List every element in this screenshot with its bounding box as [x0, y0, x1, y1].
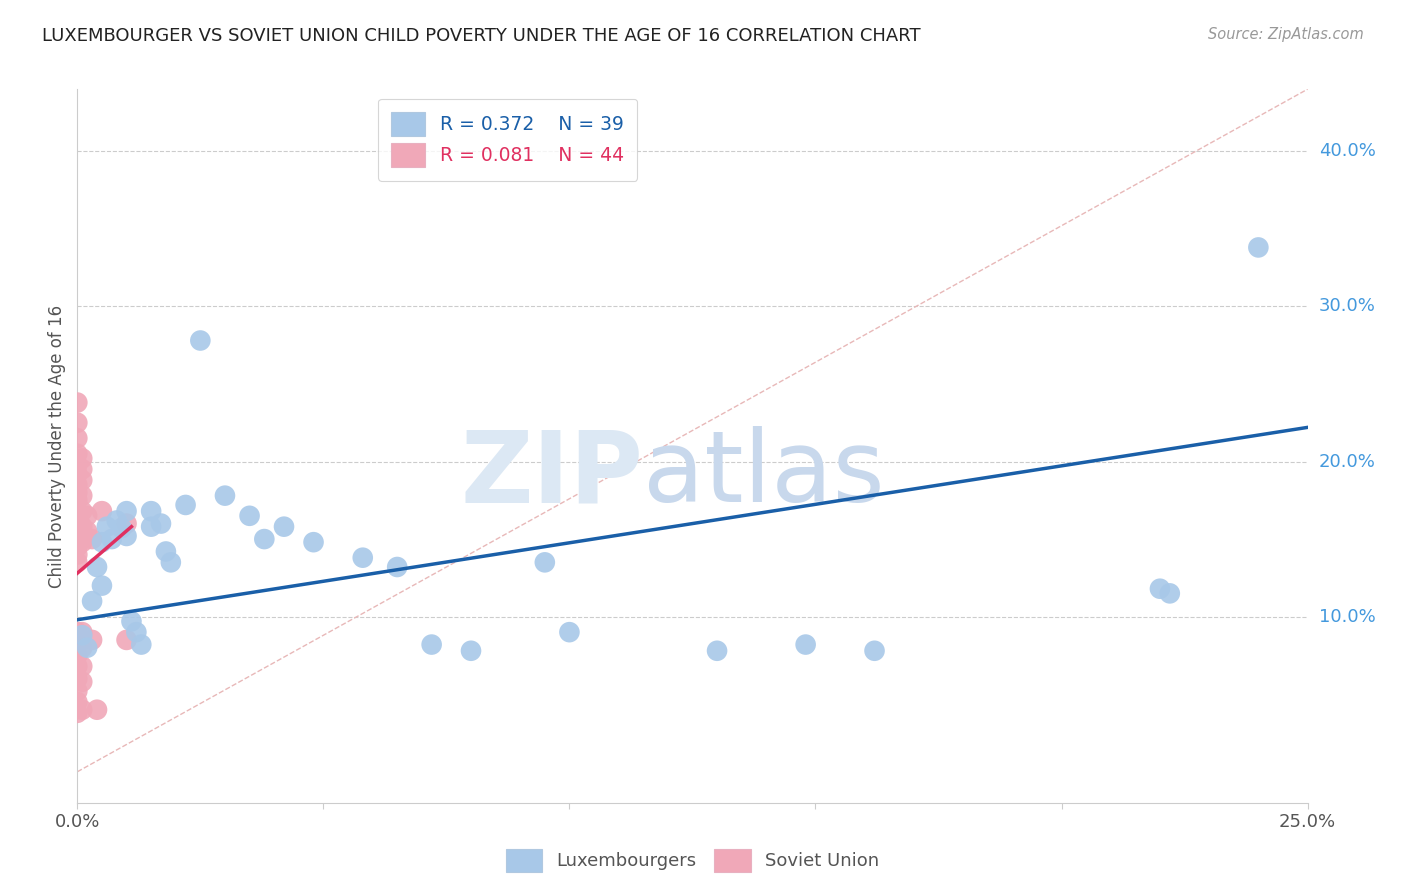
Point [160, 555, 183, 569]
Point [352, 550, 374, 565]
Point [1159, 586, 1181, 600]
Point [66, 672, 89, 686]
Point [66, 548, 89, 562]
Y-axis label: Child Poverty Under the Age of 16: Child Poverty Under the Age of 16 [48, 304, 66, 588]
Point [460, 644, 482, 658]
Point [70, 640, 93, 655]
Point [66, 504, 89, 518]
Point [90, 504, 114, 518]
Text: atlas: atlas [644, 426, 884, 523]
Point [70, 625, 93, 640]
Point [794, 638, 817, 652]
Point [66, 684, 89, 698]
Point [385, 560, 409, 574]
Text: ZIP: ZIP [460, 426, 644, 523]
Point [115, 504, 138, 518]
Point [66, 638, 89, 652]
Point [239, 508, 262, 523]
Point [302, 535, 325, 549]
Point [141, 504, 163, 518]
Point [70, 703, 93, 717]
Point [66, 540, 89, 554]
Point [66, 493, 89, 508]
Point [188, 334, 212, 348]
Point [706, 644, 728, 658]
Point [214, 489, 236, 503]
Point [1149, 582, 1171, 596]
Point [82, 632, 104, 647]
Point [105, 513, 128, 527]
Point [129, 638, 153, 652]
Point [70, 489, 93, 503]
Point [76, 524, 98, 539]
Text: 40.0%: 40.0% [1319, 142, 1375, 161]
Point [253, 532, 276, 546]
Text: 10.0%: 10.0% [1319, 607, 1375, 625]
Point [70, 504, 93, 518]
Point [66, 625, 89, 640]
Point [121, 615, 143, 629]
Point [86, 703, 108, 717]
Text: Source: ZipAtlas.com: Source: ZipAtlas.com [1208, 27, 1364, 42]
Point [66, 532, 89, 546]
Point [82, 594, 104, 608]
Point [1247, 240, 1270, 254]
Point [863, 644, 886, 658]
Point [115, 516, 138, 531]
Point [66, 485, 89, 500]
Point [66, 467, 89, 481]
Point [70, 674, 93, 689]
Point [273, 519, 295, 533]
Point [66, 555, 89, 569]
Point [66, 524, 89, 539]
Point [115, 529, 138, 543]
Point [66, 416, 89, 430]
Point [115, 632, 138, 647]
Point [101, 532, 124, 546]
Text: 30.0%: 30.0% [1319, 297, 1375, 316]
Text: 20.0%: 20.0% [1319, 452, 1375, 470]
Point [150, 516, 173, 531]
Point [66, 431, 89, 445]
Point [76, 508, 98, 523]
Point [70, 519, 93, 533]
Point [96, 519, 118, 533]
Point [66, 659, 89, 673]
Point [174, 498, 197, 512]
Point [155, 544, 177, 558]
Point [66, 447, 89, 461]
Point [534, 555, 557, 569]
Point [86, 560, 108, 574]
Point [70, 451, 93, 466]
Point [82, 532, 104, 546]
Point [70, 535, 93, 549]
Legend: Luxembourgers, Soviet Union: Luxembourgers, Soviet Union [499, 842, 886, 880]
Point [90, 579, 114, 593]
Point [66, 695, 89, 709]
Point [111, 521, 132, 535]
Point [70, 462, 93, 476]
Point [66, 513, 89, 527]
Text: LUXEMBOURGER VS SOVIET UNION CHILD POVERTY UNDER THE AGE OF 16 CORRELATION CHART: LUXEMBOURGER VS SOVIET UNION CHILD POVER… [42, 27, 921, 45]
Point [66, 458, 89, 472]
Point [420, 638, 443, 652]
Point [141, 519, 163, 533]
Point [90, 535, 114, 549]
Point [66, 395, 89, 409]
Point [66, 477, 89, 491]
Point [76, 640, 98, 655]
Point [66, 648, 89, 663]
Point [70, 473, 93, 487]
Point [66, 706, 89, 720]
Point [70, 628, 93, 642]
Point [558, 625, 581, 640]
Point [70, 659, 93, 673]
Point [125, 625, 148, 640]
